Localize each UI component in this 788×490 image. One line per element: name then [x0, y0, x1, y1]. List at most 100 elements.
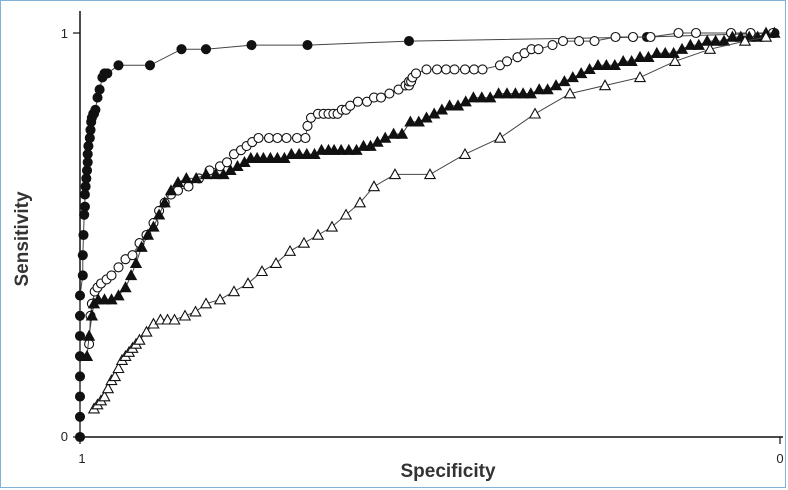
series-4-line: [93, 36, 767, 410]
series-3-point: [342, 143, 355, 155]
series-4-point: [668, 54, 682, 66]
series-3-point: [467, 91, 480, 103]
series-1-point: [144, 60, 156, 71]
series-4-point: [227, 285, 241, 297]
series-3-point: [80, 349, 94, 361]
series-4-point: [241, 277, 255, 289]
series-3-point: [119, 281, 132, 293]
series-3-point: [625, 54, 638, 66]
series-3-point: [379, 131, 392, 143]
series-4-point: [112, 361, 125, 374]
series-4-point: [458, 147, 472, 159]
series-1-point: [77, 270, 88, 281]
series-3-point: [633, 50, 647, 62]
series-4-point: [168, 313, 181, 325]
series-1-point: [200, 44, 212, 55]
series-3-point: [600, 58, 613, 71]
series-3-point: [395, 127, 409, 139]
series-3-point: [387, 127, 400, 139]
series-4-point: [140, 325, 153, 337]
series-3-point: [509, 87, 522, 99]
series-1-point: [83, 141, 94, 152]
series-4-point: [213, 293, 227, 305]
series-1-line: [79, 32, 775, 437]
series-4-point: [759, 30, 773, 42]
series-3-point: [190, 172, 203, 184]
series-3-point: [533, 83, 546, 95]
series-3-point: [141, 228, 155, 240]
series-4-point: [199, 297, 213, 309]
series-1-point: [176, 44, 187, 55]
series-2-point: [610, 31, 621, 43]
series-3-point: [558, 75, 571, 87]
series-2-point: [263, 132, 275, 144]
series-1-point: [74, 290, 86, 301]
series-3-point: [650, 46, 663, 58]
series-2-point: [673, 27, 684, 39]
series-1-filled-circle: [74, 27, 780, 443]
series-3-point: [164, 184, 178, 196]
series-1-point: [78, 229, 89, 241]
series-3-point: [575, 67, 588, 79]
series-4-point: [423, 168, 437, 180]
series-4-point: [353, 196, 367, 208]
series-4-point: [528, 107, 542, 119]
series-2-point: [291, 132, 303, 144]
series-4-point: [189, 305, 202, 317]
series-3-point: [541, 83, 554, 95]
series-4-point: [325, 220, 339, 232]
series-3-point: [591, 58, 605, 71]
series-3-point: [617, 54, 630, 66]
series-3-point: [583, 63, 596, 75]
series-2-point: [421, 64, 432, 75]
series-3-point: [285, 147, 298, 159]
y-tick-label-bottom: 0: [61, 429, 68, 444]
series-4-point: [178, 309, 192, 321]
series-1-point: [74, 371, 86, 382]
series-2-point: [106, 270, 117, 281]
series-4-point: [98, 390, 111, 402]
series-3-point: [484, 91, 497, 103]
series-3-point: [692, 38, 705, 50]
series-4-point: [311, 228, 325, 240]
x-tick-label-right: 0: [776, 451, 783, 466]
series-4-point: [269, 256, 283, 268]
series-1-point: [302, 40, 313, 51]
series-3-point: [443, 99, 456, 111]
series-3-point: [726, 30, 739, 42]
series-3-point: [642, 50, 655, 62]
series-4-point: [493, 131, 507, 143]
series-2-point: [84, 339, 95, 350]
series-3-point: [659, 46, 672, 58]
series-3-point: [82, 329, 96, 341]
series-3-point: [492, 87, 505, 99]
series-2-point: [459, 64, 471, 75]
series-2-point: [449, 64, 460, 75]
series-2-point: [645, 31, 656, 43]
series-2-point: [690, 27, 702, 39]
series-4-point: [388, 168, 402, 180]
series-4-point: [738, 34, 752, 46]
series-4-point: [108, 370, 122, 382]
series-3-point: [549, 79, 563, 91]
series-2-point: [533, 44, 544, 55]
series-3-line: [86, 32, 775, 357]
series-3-point: [675, 42, 689, 54]
series-3-point: [524, 87, 537, 99]
series-3-point: [608, 58, 621, 71]
y-axis-title: Sensitivity: [12, 191, 33, 286]
x-tick-label-left: 1: [78, 451, 85, 466]
series-1-point: [77, 250, 88, 261]
series-3-point: [124, 269, 138, 281]
series-1-point: [113, 60, 124, 71]
series-4-point: [255, 265, 269, 277]
series-1-point: [74, 391, 86, 402]
series-1-point: [74, 411, 86, 422]
series-2-point: [441, 64, 452, 75]
series-3-point: [334, 143, 348, 155]
series-2-point: [627, 31, 639, 43]
series-1-point: [79, 201, 90, 212]
series-2-point: [557, 36, 569, 47]
series-3-point: [199, 168, 213, 180]
